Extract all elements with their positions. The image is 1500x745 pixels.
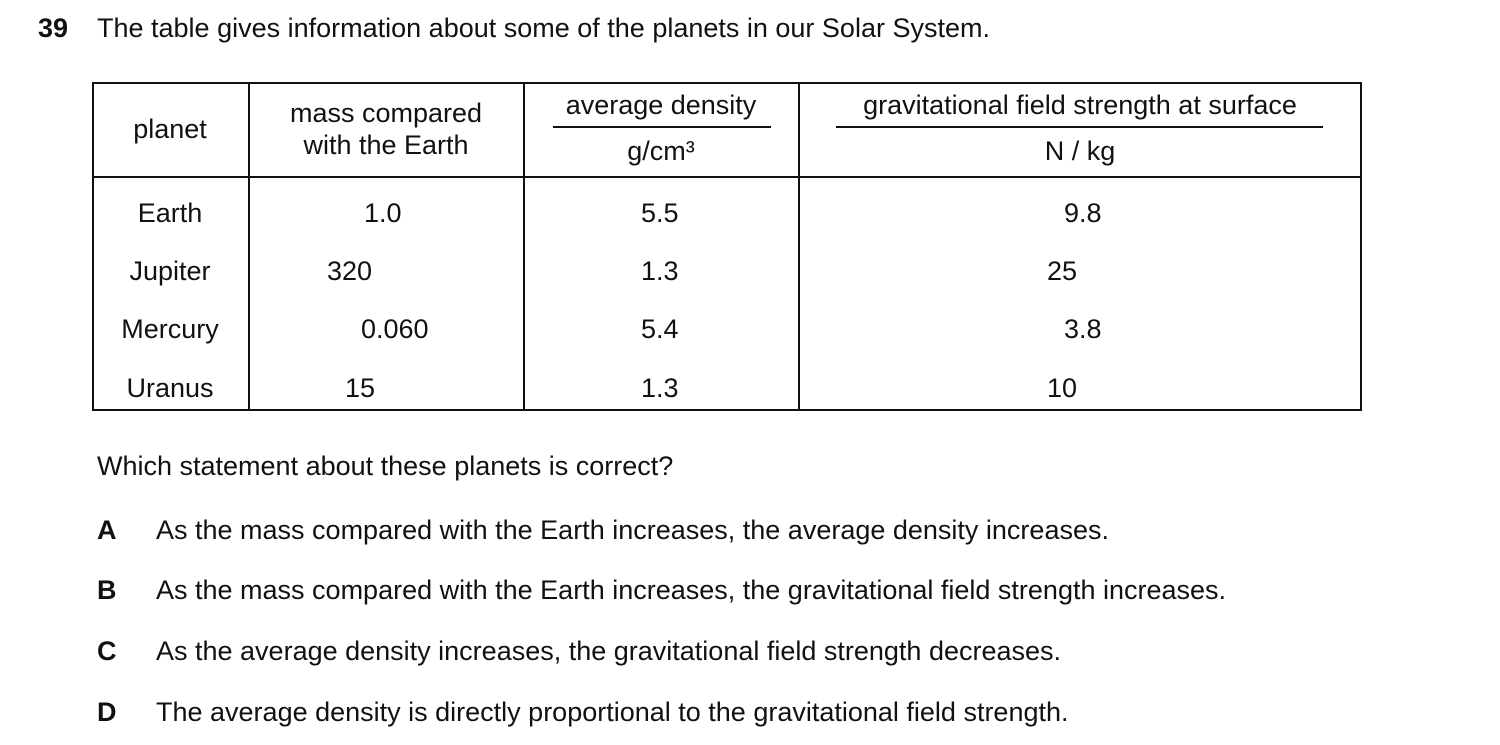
table-cell: 1.0	[364, 198, 402, 228]
table-border	[1360, 82, 1362, 410]
option-text: As the mass compared with the Earth incr…	[156, 515, 1109, 545]
column-rule	[798, 82, 800, 410]
planet-name: Jupiter	[129, 256, 211, 286]
table-cell: 320	[327, 256, 373, 286]
table-cell: 9.8	[1064, 198, 1102, 228]
quantity-unit-rule	[836, 126, 1323, 128]
option-text: The average density is directly proporti…	[156, 697, 1069, 727]
option-text: As the mass compared with the Earth incr…	[156, 575, 1227, 605]
column-header: gravitational field strength at surface	[863, 90, 1297, 120]
table-cell: 5.4	[641, 314, 679, 344]
table-border	[92, 82, 1362, 84]
column-unit: N / kg	[1044, 136, 1116, 166]
table-cell: 0.060	[361, 314, 429, 344]
quantity-unit-rule	[553, 126, 771, 128]
option-letter: A	[97, 515, 117, 545]
header-rule	[92, 176, 1362, 178]
table-cell: 1.3	[641, 373, 679, 403]
option-letter: D	[97, 697, 117, 727]
planet-name: Earth	[137, 198, 203, 228]
table-cell: 3.8	[1064, 314, 1102, 344]
table-border	[92, 82, 94, 410]
column-header: planet	[133, 114, 207, 144]
option-letter: B	[97, 575, 117, 605]
planet-name: Mercury	[121, 314, 219, 344]
option-letter: C	[97, 636, 117, 666]
prompt: Which statement about these planets is c…	[97, 451, 674, 481]
option-text: As the average density increases, the gr…	[156, 636, 1062, 666]
table-cell: 10	[1047, 373, 1078, 403]
table-cell: 25	[1047, 256, 1078, 286]
column-header: average density	[565, 90, 757, 120]
question-text: The table gives information about some o…	[97, 13, 990, 43]
table-cell: 1.3	[641, 256, 679, 286]
table-cell: 15	[345, 373, 376, 403]
column-rule	[248, 82, 250, 410]
table-cell: 5.5	[641, 198, 679, 228]
column-rule	[523, 82, 525, 410]
column-header: mass compared with the Earth	[289, 98, 483, 160]
column-unit: g/cm³	[627, 136, 695, 166]
table-border	[92, 409, 1362, 411]
planet-name: Uranus	[126, 373, 214, 403]
question-number: 39	[38, 13, 69, 43]
